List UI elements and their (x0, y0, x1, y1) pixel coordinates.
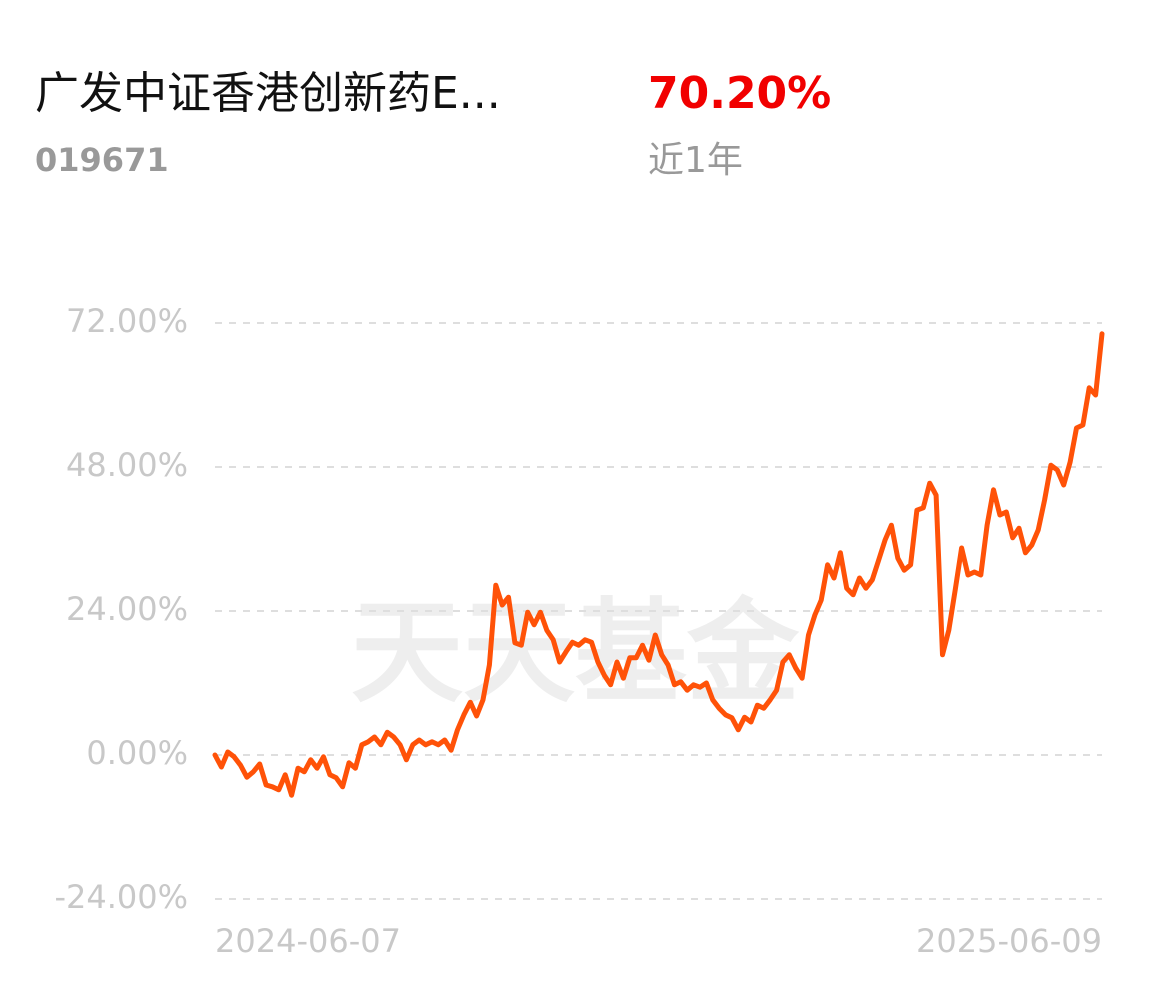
plot-area: -24.00% 0.00% 24.00% 48.00% 72.00% 2024-06-07… (54, 302, 1105, 960)
y-tick-label: 0.00% (86, 734, 188, 772)
y-tick-label: -24.00% (54, 878, 188, 916)
return-period: 近1年 (648, 140, 743, 181)
fund-line (212, 331, 1105, 798)
fund-code: 019671 (35, 141, 169, 179)
y-tick-label: 72.00% (66, 302, 188, 340)
watermark: 天天基金 (351, 588, 800, 718)
fund-return: 70.20% (648, 68, 831, 119)
x-tick-label: 2024-06-07 (215, 922, 401, 960)
fund-title: 广发中证香港创新药E... (35, 68, 501, 119)
x-tick-label: 2025-06-09 (916, 922, 1102, 960)
y-tick-label: 48.00% (66, 446, 188, 484)
y-tick-label: 24.00% (66, 590, 188, 628)
